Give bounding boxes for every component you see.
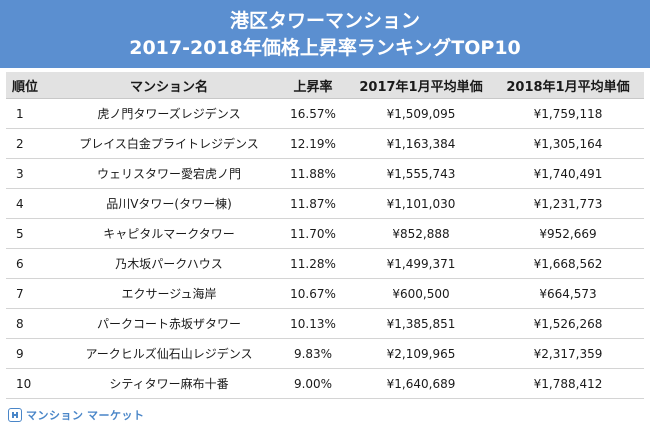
- cell-rank: 7: [6, 278, 62, 309]
- cell-rank: 5: [6, 218, 62, 249]
- cell-price-2018: ¥1,305,164: [492, 128, 644, 159]
- cell-name: エクサージュ海岸: [62, 278, 276, 309]
- brand-logo-text: マンション マーケット: [26, 410, 145, 422]
- cell-price-2018: ¥1,759,118: [492, 98, 644, 129]
- cell-price-2017: ¥1,101,030: [350, 188, 492, 219]
- table-row: 10 シティタワー麻布十番 9.00% ¥1,640,689 ¥1,788,41…: [6, 368, 644, 399]
- cell-name: アークヒルズ仙石山レジデンス: [62, 338, 276, 369]
- table-row: 2 プレイス白金プライトレジデンス 12.19% ¥1,163,384 ¥1,3…: [6, 128, 644, 159]
- cell-rate: 9.83%: [276, 338, 350, 369]
- cell-name: 乃木坂パークハウス: [62, 248, 276, 279]
- cell-rate: 10.13%: [276, 308, 350, 339]
- building-icon: [8, 408, 22, 422]
- header-price-2018: 2018年1月平均単価: [492, 72, 644, 99]
- cell-price-2017: ¥1,555,743: [350, 158, 492, 189]
- table-row: 4 品川Vタワー(タワー棟) 11.87% ¥1,101,030 ¥1,231,…: [6, 188, 644, 219]
- cell-rank: 4: [6, 188, 62, 219]
- cell-rank: 3: [6, 158, 62, 189]
- cell-price-2017: ¥1,640,689: [350, 368, 492, 399]
- cell-price-2017: ¥1,499,371: [350, 248, 492, 279]
- title-line-2: 2017-2018年価格上昇率ランキングTOP10: [129, 37, 521, 59]
- header-rate: 上昇率: [276, 72, 350, 99]
- cell-price-2017: ¥600,500: [350, 278, 492, 309]
- table-row: 6 乃木坂パークハウス 11.28% ¥1,499,371 ¥1,668,562: [6, 248, 644, 279]
- cell-price-2018: ¥1,231,773: [492, 188, 644, 219]
- title-line-1: 港区タワーマンション: [229, 10, 420, 32]
- table-header: 順位 マンション名 上昇率 2017年1月平均単価 2018年1月平均単価: [6, 72, 644, 99]
- cell-price-2017: ¥2,109,965: [350, 338, 492, 369]
- cell-rank: 8: [6, 308, 62, 339]
- cell-price-2018: ¥1,788,412: [492, 368, 644, 399]
- cell-rate: 11.87%: [276, 188, 350, 219]
- cell-name: キャピタルマークタワー: [62, 218, 276, 249]
- table-row: 9 アークヒルズ仙石山レジデンス 9.83% ¥2,109,965 ¥2,317…: [6, 338, 644, 369]
- header-rank: 順位: [6, 72, 62, 99]
- cell-price-2017: ¥1,163,384: [350, 128, 492, 159]
- table-row: 8 パークコート赤坂ザタワー 10.13% ¥1,385,851 ¥1,526,…: [6, 308, 644, 339]
- cell-rate: 11.88%: [276, 158, 350, 189]
- cell-rate: 9.00%: [276, 368, 350, 399]
- brand-logo: マンション マーケット: [8, 406, 145, 424]
- table-row: 5 キャピタルマークタワー 11.70% ¥852,888 ¥952,669: [6, 218, 644, 249]
- cell-rank: 2: [6, 128, 62, 159]
- cell-price-2017: ¥852,888: [350, 218, 492, 249]
- cell-rank: 10: [6, 368, 62, 399]
- header-price-2017: 2017年1月平均単価: [350, 72, 492, 99]
- cell-price-2018: ¥2,317,359: [492, 338, 644, 369]
- cell-price-2018: ¥664,573: [492, 278, 644, 309]
- cell-name: 虎ノ門タワーズレジデンス: [62, 98, 276, 129]
- cell-price-2018: ¥1,668,562: [492, 248, 644, 279]
- cell-name: プレイス白金プライトレジデンス: [62, 128, 276, 159]
- header-name: マンション名: [62, 72, 276, 99]
- cell-rank: 1: [6, 98, 62, 129]
- cell-price-2017: ¥1,385,851: [350, 308, 492, 339]
- cell-rate: 16.57%: [276, 98, 350, 129]
- cell-price-2017: ¥1,509,095: [350, 98, 492, 129]
- cell-price-2018: ¥1,740,491: [492, 158, 644, 189]
- table-row: 3 ウェリスタワー愛宕虎ノ門 11.88% ¥1,555,743 ¥1,740,…: [6, 158, 644, 189]
- cell-name: ウェリスタワー愛宕虎ノ門: [62, 158, 276, 189]
- cell-rate: 10.67%: [276, 278, 350, 309]
- cell-rate: 11.70%: [276, 218, 350, 249]
- ranking-table: 順位 マンション名 上昇率 2017年1月平均単価 2018年1月平均単価 1 …: [6, 72, 644, 399]
- cell-rate: 11.28%: [276, 248, 350, 279]
- table-row: 1 虎ノ門タワーズレジデンス 16.57% ¥1,509,095 ¥1,759,…: [6, 98, 644, 129]
- header-row: 順位 マンション名 上昇率 2017年1月平均単価 2018年1月平均単価: [6, 72, 644, 99]
- cell-rate: 12.19%: [276, 128, 350, 159]
- cell-rank: 6: [6, 248, 62, 279]
- cell-price-2018: ¥1,526,268: [492, 308, 644, 339]
- table-row: 7 エクサージュ海岸 10.67% ¥600,500 ¥664,573: [6, 278, 644, 309]
- table-body: 1 虎ノ門タワーズレジデンス 16.57% ¥1,509,095 ¥1,759,…: [6, 98, 644, 399]
- title-banner: 港区タワーマンション 2017-2018年価格上昇率ランキングTOP10: [0, 0, 650, 68]
- cell-name: シティタワー麻布十番: [62, 368, 276, 399]
- cell-name: パークコート赤坂ザタワー: [62, 308, 276, 339]
- cell-rank: 9: [6, 338, 62, 369]
- cell-name: 品川Vタワー(タワー棟): [62, 188, 276, 219]
- cell-price-2018: ¥952,669: [492, 218, 644, 249]
